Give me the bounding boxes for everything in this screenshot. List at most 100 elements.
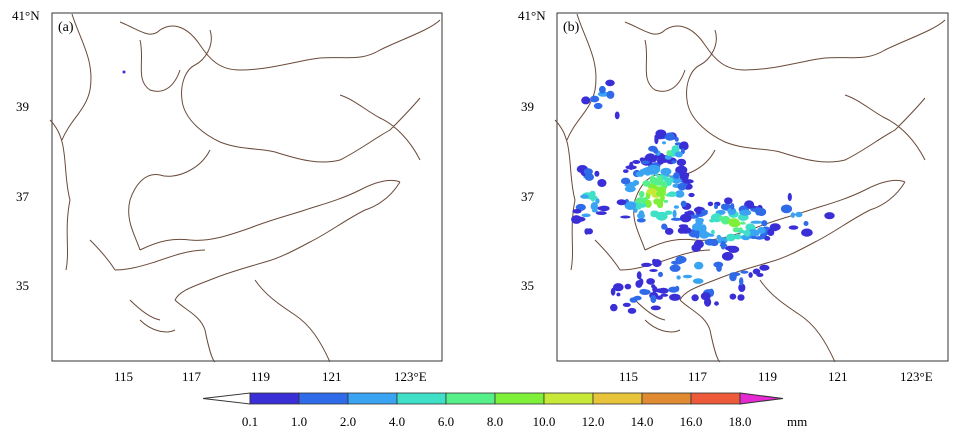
rainfall-cell [610,303,618,312]
rainfall-cell [586,228,593,235]
rainfall-cell [650,156,658,163]
rainfall-cell [743,229,751,237]
rainfall-cell [633,295,642,301]
rainfall-cell [700,209,708,213]
rainfall-cell [639,289,651,295]
rainfall-cell [590,95,600,103]
rainfall-cell [624,201,637,211]
rainfall-cell [614,111,620,120]
rainfall-cell [572,209,582,214]
colorbar-box [249,392,300,405]
rainfall-cell [649,269,658,272]
rainfall-cell [638,210,645,218]
rainfall-cell [581,96,591,105]
rainfall-cell [692,278,704,284]
rainfall-cell [664,227,674,235]
rainfall-cell [599,85,606,94]
rainfall-cell [682,274,693,279]
rainfall-cell [674,136,679,142]
rainfall-cell [655,295,663,300]
colorbar: 0.1 1.0 2.0 4.0 6.0 8.0 10.0 12.0 14.0 16.0 18.0 [202,392,784,429]
rainfall-cell [695,217,704,224]
rainfall-cell [636,271,642,280]
colorbar-box [690,392,741,405]
colorbar-box [347,392,398,405]
rainfall-cell [700,292,711,301]
rainfall-cell [676,158,687,167]
rainfall-cell [769,223,781,231]
rainfall-cell [635,171,645,177]
colorbar-tick-label: 18.0 [729,414,752,429]
rainfall-cell [637,203,647,208]
rainfall-cell [803,221,809,226]
rainfall-cell [583,168,593,176]
rainfall-cell [650,210,660,218]
colorbar-tick-label: 6.0 [438,414,454,429]
rainfall-cell [650,294,657,304]
panel-a-lon-tick-115: 115 [114,369,133,384]
rainfall-cell [641,262,652,267]
rainfall-cell [646,188,657,195]
rainfall-cell [677,227,686,234]
rainfall-cell [641,160,650,165]
rainfall-cell [749,236,758,239]
rainfall-cell [673,205,680,209]
rainfall-cell [755,209,761,216]
rainfall-cell [642,180,651,187]
rainfall-cell [730,203,735,210]
rainfall-cell [679,141,689,149]
rainfall-cell [767,228,775,236]
panel-b-label: (b) [563,20,580,35]
rainfall-cell [764,236,771,241]
rainfall-cell [657,175,663,183]
colorbar-tick-label: 10.0 [533,414,556,429]
rainfall-cell [727,245,740,253]
panel-a-lat-tick-37: 37 [16,189,30,204]
rainfall-cell [691,243,701,252]
rainfall-cell [590,193,596,202]
rainfall-cell [574,216,586,222]
colorbar-box [641,392,692,405]
rainfall-cell [710,229,715,235]
rainfall-cell [790,212,796,218]
panel-b-lon-tick-121: 121 [828,369,848,384]
rainfall-cell [669,293,681,301]
panel-a-lon-tick-119: 119 [251,369,270,384]
rainfall-cell [707,201,714,207]
colorbar-tick-label: 12.0 [582,414,605,429]
rainfall-cell [787,192,792,202]
rainfall-cell [729,272,741,277]
rainfall-cell [716,264,722,272]
rainfall-cell [664,177,674,183]
rainfall-cell [624,283,632,290]
colorbar-tick-label: 14.0 [631,414,654,429]
rainfall-cell [672,209,677,219]
rainfall-cell [738,283,746,293]
rainfall-cell [761,220,768,227]
rainfall-cell [695,233,700,239]
rainfall-cell [581,213,591,218]
rainfall-cell [662,141,666,145]
rainfall-cell [610,287,616,296]
rainfall-cell [673,172,680,179]
panel-b-lon-tick-115: 115 [619,369,638,384]
rainfall-cell [752,268,761,275]
rainfall-cell [739,277,744,286]
rainfall-cell [684,211,691,215]
rainfall-cell [740,270,749,274]
rainfall-cell [620,177,631,185]
rainfall-cell [679,170,687,177]
colorbar-box [445,392,496,405]
colorbar-tick-label: 2.0 [340,414,356,429]
colorbar-box [543,392,594,405]
rainfall-cell [653,198,661,205]
colorbar-tick-label: 16.0 [680,414,703,429]
rainfall-cell [727,207,737,215]
rainfall-cell [739,209,752,216]
rainfall-cell [740,221,746,225]
rainfall-cell [646,278,655,285]
rainfall-cell [664,154,672,160]
rainfall-cell [734,233,742,240]
rainfall-cell [682,179,694,184]
rainfall-cell [664,132,676,141]
